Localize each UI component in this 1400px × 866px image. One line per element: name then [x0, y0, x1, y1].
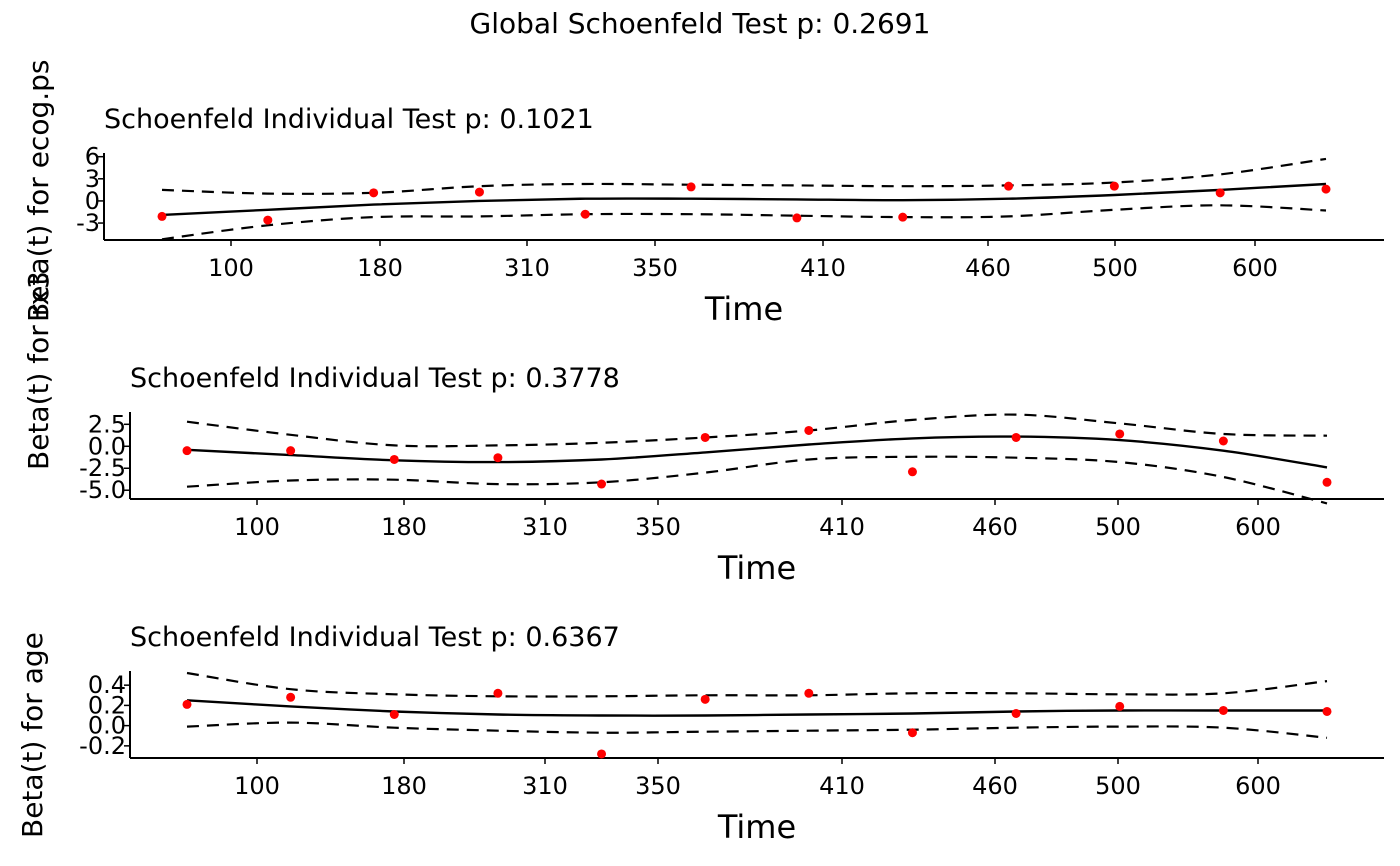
y-tick-label: 2.5: [88, 410, 126, 438]
y-tick-label: 0.0: [88, 712, 126, 740]
residual-point: [804, 425, 814, 435]
y-tick-label: 0.4: [88, 671, 126, 699]
x-tick-label: 460: [965, 254, 1011, 282]
residual-point: [898, 212, 908, 222]
y-tick-label: -0.2: [79, 732, 126, 760]
residual-point: [1218, 436, 1228, 446]
global-title: Global Schoenfeld Test p: 0.2691: [470, 7, 931, 40]
fit-line: [186, 435, 1328, 469]
x-axis-label: Time: [704, 290, 783, 328]
residual-point: [804, 688, 814, 698]
upper-confidence-line: [161, 157, 1327, 195]
residual-point: [263, 215, 273, 225]
lower-confidence-line: [186, 721, 1328, 739]
y-tick-label: 0.2: [88, 691, 126, 719]
residual-point: [597, 749, 607, 759]
residual-point: [597, 479, 607, 489]
y-tick-label: -3: [76, 209, 100, 237]
residual-point: [286, 446, 296, 456]
x-tick-label: 460: [972, 513, 1018, 541]
y-tick-label: -5.0: [79, 476, 126, 504]
residual-point: [700, 432, 710, 442]
y-axis-label-ecog: Beta(t) for ecog.ps: [22, 60, 55, 323]
x-tick-label: 600: [1235, 772, 1281, 800]
x-tick-label: 460: [972, 772, 1018, 800]
residual-point: [474, 187, 484, 197]
x-axis-label: Time: [717, 808, 796, 846]
upper-confidence-line: [186, 413, 1328, 448]
residual-point: [686, 182, 696, 192]
residual-point: [1322, 477, 1332, 487]
residual-point: [907, 728, 917, 738]
y-axis-label-age: Beta(t) for age: [16, 632, 49, 838]
x-tick-label: 410: [819, 772, 865, 800]
panel-1: Schoenfeld Individual Test p: 0.1021630-…: [76, 104, 1384, 328]
lower-confidence-line: [161, 204, 1327, 241]
x-tick-label: 100: [234, 772, 280, 800]
residual-point: [580, 209, 590, 219]
upper-confidence-line: [186, 671, 1328, 698]
residual-point: [907, 467, 917, 477]
panels: Schoenfeld Individual Test p: 0.1021630-…: [16, 60, 1384, 846]
residual-point: [1115, 429, 1125, 439]
fit-line: [161, 182, 1327, 217]
x-tick-label: 410: [819, 513, 865, 541]
residual-point: [1115, 701, 1125, 711]
fit-line: [186, 699, 1327, 717]
x-tick-label: 410: [800, 254, 846, 282]
x-tick-label: 500: [1092, 254, 1138, 282]
residual-point: [700, 694, 710, 704]
x-tick-label: 600: [1232, 254, 1278, 282]
x-tick-label: 180: [381, 513, 427, 541]
x-tick-label: 600: [1235, 513, 1281, 541]
x-tick-label: 100: [234, 513, 280, 541]
x-tick-label: 100: [208, 254, 254, 282]
residual-point: [1321, 184, 1331, 194]
y-tick-label: 3: [85, 165, 100, 193]
residual-point: [389, 710, 399, 719]
x-tick-label: 310: [504, 254, 550, 282]
residual-point: [493, 453, 503, 463]
x-tick-label: 310: [522, 513, 568, 541]
residual-point: [369, 188, 379, 198]
residual-point: [792, 213, 802, 223]
y-tick-label: -2.5: [79, 454, 126, 482]
y-tick-label: 6: [85, 143, 100, 171]
residual-point: [493, 688, 503, 698]
y-axis-label-rx3: Beta(t) for rx3: [22, 271, 55, 470]
x-tick-label: 350: [635, 513, 681, 541]
residual-point: [1109, 181, 1119, 191]
x-tick-label: 500: [1095, 513, 1141, 541]
residual-point: [286, 692, 296, 702]
residual-point: [1004, 181, 1014, 191]
panel-title: Schoenfeld Individual Test p: 0.3778: [130, 363, 620, 394]
residual-point: [1322, 706, 1332, 716]
x-axis-label: Time: [717, 549, 796, 587]
residual-point: [1011, 708, 1021, 718]
residual-point: [1215, 188, 1225, 198]
panel-title: Schoenfeld Individual Test p: 0.1021: [104, 104, 594, 135]
y-tick-label: 0.0: [88, 432, 126, 460]
x-tick-label: 350: [635, 772, 681, 800]
panel-2: Schoenfeld Individual Test p: 0.37782.50…: [79, 363, 1384, 587]
residual-point: [157, 211, 167, 221]
x-tick-label: 180: [381, 772, 427, 800]
residual-point: [1011, 432, 1021, 442]
residual-point: [389, 454, 399, 464]
residual-point: [1218, 705, 1228, 715]
x-tick-label: 350: [632, 254, 678, 282]
lower-confidence-line: [186, 455, 1328, 505]
x-tick-label: 180: [357, 254, 403, 282]
residual-point: [182, 446, 192, 456]
x-tick-label: 310: [522, 772, 568, 800]
panel-3: Schoenfeld Individual Test p: 0.63670.40…: [79, 622, 1384, 846]
x-tick-label: 500: [1095, 772, 1141, 800]
panel-title: Schoenfeld Individual Test p: 0.6367: [130, 622, 620, 653]
y-tick-label: 0: [85, 187, 100, 215]
residual-point: [182, 699, 192, 709]
